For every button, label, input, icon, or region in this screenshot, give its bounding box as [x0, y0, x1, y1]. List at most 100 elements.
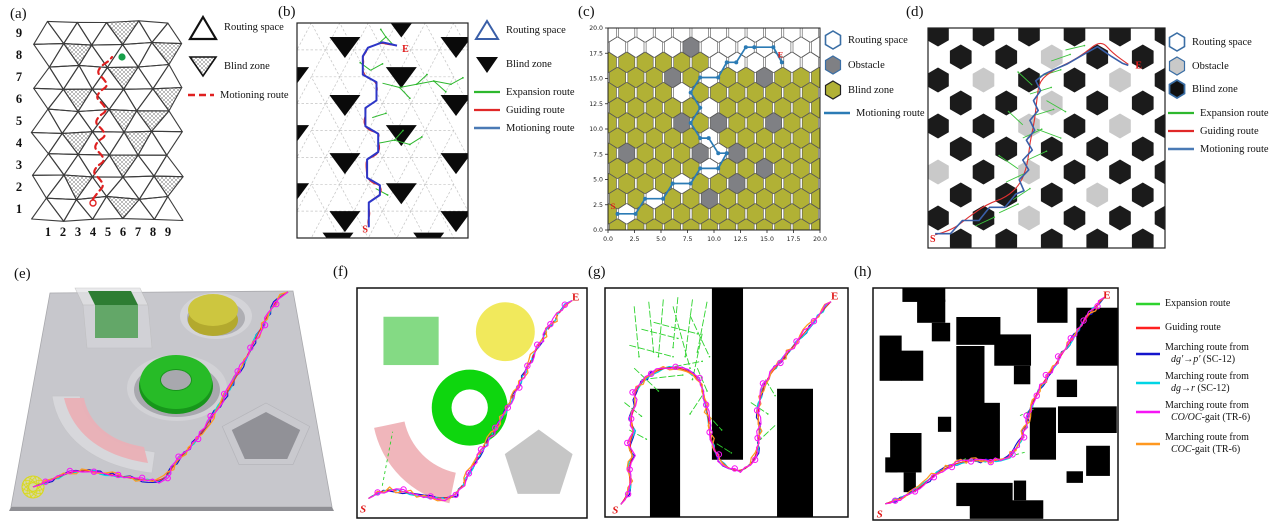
g-expansion-route	[689, 315, 710, 357]
b-blind-triangle	[297, 67, 310, 84]
legend-label: Guiding route	[506, 104, 565, 116]
marching-route-orange	[885, 296, 1105, 505]
h-obstacle-block	[1066, 471, 1083, 483]
a-y-tick: 6	[16, 92, 22, 106]
b-blind-triangle	[329, 153, 361, 175]
c-x-tick: 2.5	[630, 236, 640, 243]
b-start-label: S	[362, 225, 368, 236]
legend-line-icon	[1136, 381, 1160, 385]
g-expansion-route	[629, 429, 647, 440]
g-expansion-route	[672, 297, 679, 348]
f-green-square	[383, 316, 439, 366]
panel-label-h: (h)	[854, 264, 872, 280]
legend-label: Marching route from dg′→p′ (SC-12)	[1165, 342, 1249, 365]
panel-c	[608, 28, 820, 230]
hex-gray-icon	[824, 55, 842, 75]
legend-panel-d: Routing space Obstacle Blind zone Expansion…	[1168, 32, 1269, 157]
h-obstacle-block	[1076, 307, 1118, 366]
g-obstacle-bar	[711, 288, 744, 460]
line-green-icon	[1168, 111, 1194, 115]
legend-label: Blind zone	[506, 59, 552, 70]
legend-item-expansion-route: Expansion route	[1168, 105, 1269, 121]
e-green-cube	[88, 291, 138, 305]
legend-label: Marching route from CO/OC-gait (TR-6)	[1165, 400, 1251, 423]
a-x-tick: 2	[60, 225, 66, 239]
hex-white-icon	[1168, 32, 1186, 52]
g-obstacle-bar	[777, 388, 814, 517]
f-green-ring	[431, 369, 508, 446]
panel-label-c: (c)	[578, 4, 595, 20]
legend-label: Motioning route	[1200, 143, 1269, 155]
legend-label: Guiding route	[1165, 322, 1221, 333]
legend-label: Blind zone	[848, 84, 894, 96]
g-expansion-route	[692, 333, 703, 380]
b-blind-triangle	[440, 211, 468, 233]
a-x-tick: 7	[135, 225, 141, 239]
a-y-tick: 8	[16, 48, 22, 62]
b-blind-triangle	[385, 67, 417, 89]
legend-panel-a: Routing space Blind zone Motioning route	[188, 14, 289, 103]
g-expansion-route	[696, 301, 708, 353]
line-steelblue-icon	[1168, 147, 1194, 151]
a-x-tick: 4	[90, 225, 97, 239]
h-expansion-route	[1019, 408, 1035, 417]
legend-label: Routing space	[224, 22, 284, 33]
g-expansion-route	[689, 395, 703, 415]
h-obstacle-block	[956, 346, 985, 460]
f-end-label: E	[572, 292, 579, 304]
legend-line-icon	[1136, 442, 1160, 446]
a-x-tick: 1	[45, 225, 51, 239]
c-x-tick: 5.0	[656, 236, 666, 243]
d-guiding-route	[934, 42, 1129, 236]
legend-item-marching-4: Marching route from CO/OC-gait (TR-6)	[1136, 400, 1268, 424]
panel-label-b: (b)	[278, 4, 296, 20]
a-start-marker	[89, 199, 97, 207]
c-y-tick: 5.0	[593, 177, 603, 184]
legend-panel-c: Routing space Obstacle Blind zone Motioning…	[824, 30, 925, 121]
b-blind-triangle	[385, 125, 417, 147]
a-y-tick: 5	[16, 114, 22, 128]
g-end-label: E	[831, 290, 838, 302]
h-obstacle-block	[937, 416, 952, 432]
legend-line-icon	[1136, 352, 1160, 356]
line-dashed-red-icon	[188, 93, 214, 97]
c-x-tick: 12.5	[734, 236, 748, 243]
hex-black-icon	[1168, 79, 1186, 99]
g-obstacle-bar	[649, 388, 681, 517]
marching-route-orange	[620, 301, 832, 505]
panel-label-g: (g)	[588, 264, 606, 280]
h-obstacle-block	[879, 335, 902, 381]
b-blind-triangle	[329, 211, 361, 233]
g-expansion-route	[629, 344, 674, 358]
h-obstacle-block	[994, 334, 1032, 366]
c-y-tick: 15.0	[589, 76, 603, 83]
legend-item-motioning-route: Motioning route	[188, 87, 289, 103]
c-y-tick: 10.0	[589, 126, 603, 133]
g-expansion-route	[653, 321, 698, 335]
a-x-tick: 3	[75, 225, 81, 239]
legend-label: Marching route from COC-gait (TR-6)	[1165, 432, 1249, 455]
h-expansion-route	[1010, 451, 1028, 457]
h-obstacle-block	[969, 500, 1044, 519]
c-x-tick: 17.5	[787, 236, 801, 243]
marching-route-magenta	[368, 300, 573, 502]
e-green-torus	[140, 355, 212, 409]
a-motioning-route	[91, 55, 114, 201]
legend-item-routing-space: Routing space	[1168, 32, 1269, 52]
g-expansion-route	[633, 306, 640, 357]
c-y-tick: 0.0	[593, 227, 603, 234]
legend-item-routing-space: Routing space	[824, 30, 925, 50]
legend-item-guiding-route: Guiding route	[1168, 123, 1269, 139]
h-obstacle-block	[902, 288, 946, 302]
b-blind-triangle	[329, 37, 361, 58]
legend-item-marching-0: Expansion route	[1136, 298, 1268, 310]
b-blind-triangle	[329, 95, 361, 116]
b-blind-triangle	[440, 37, 468, 58]
g-expansion-route	[684, 299, 693, 357]
a-y-tick: 3	[16, 158, 22, 172]
legend-line-icon	[1136, 326, 1160, 330]
h-obstacle-block	[956, 317, 1001, 345]
h-end-label: E	[1103, 289, 1110, 301]
marching-route-magenta	[885, 296, 1105, 505]
legend-item-guiding-route: Guiding route	[474, 102, 575, 118]
